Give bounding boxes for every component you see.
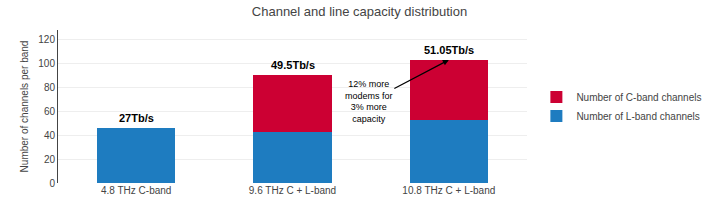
svg-text:Channel and line capacity dist: Channel and line capacity distribution [252, 4, 467, 19]
svg-text:51.05Tb/s: 51.05Tb/s [424, 44, 474, 56]
svg-text:9.6 THz C + L-band: 9.6 THz C + L-band [249, 185, 336, 196]
svg-text:20: 20 [44, 154, 56, 165]
svg-text:Number of L-band channels: Number of L-band channels [576, 111, 699, 122]
svg-text:Number of C-band channels: Number of C-band channels [576, 92, 701, 103]
svg-text:Number of channels per band: Number of channels per band [19, 41, 30, 173]
svg-text:49.5Tb/s: 49.5Tb/s [271, 59, 315, 71]
svg-text:0: 0 [49, 178, 55, 189]
svg-text:27Tb/s: 27Tb/s [119, 112, 154, 124]
svg-text:80: 80 [44, 82, 56, 93]
svg-text:40: 40 [44, 130, 56, 141]
svg-text:12% moremodems for3% morecapac: 12% moremodems for3% morecapacity [345, 79, 393, 124]
svg-text:60: 60 [44, 106, 56, 117]
svg-text:120: 120 [38, 34, 55, 45]
svg-text:10.8 THz C + L-band: 10.8 THz C + L-band [402, 185, 495, 196]
svg-text:100: 100 [38, 58, 55, 69]
svg-text:4.8 THz C-band: 4.8 THz C-band [101, 185, 171, 196]
